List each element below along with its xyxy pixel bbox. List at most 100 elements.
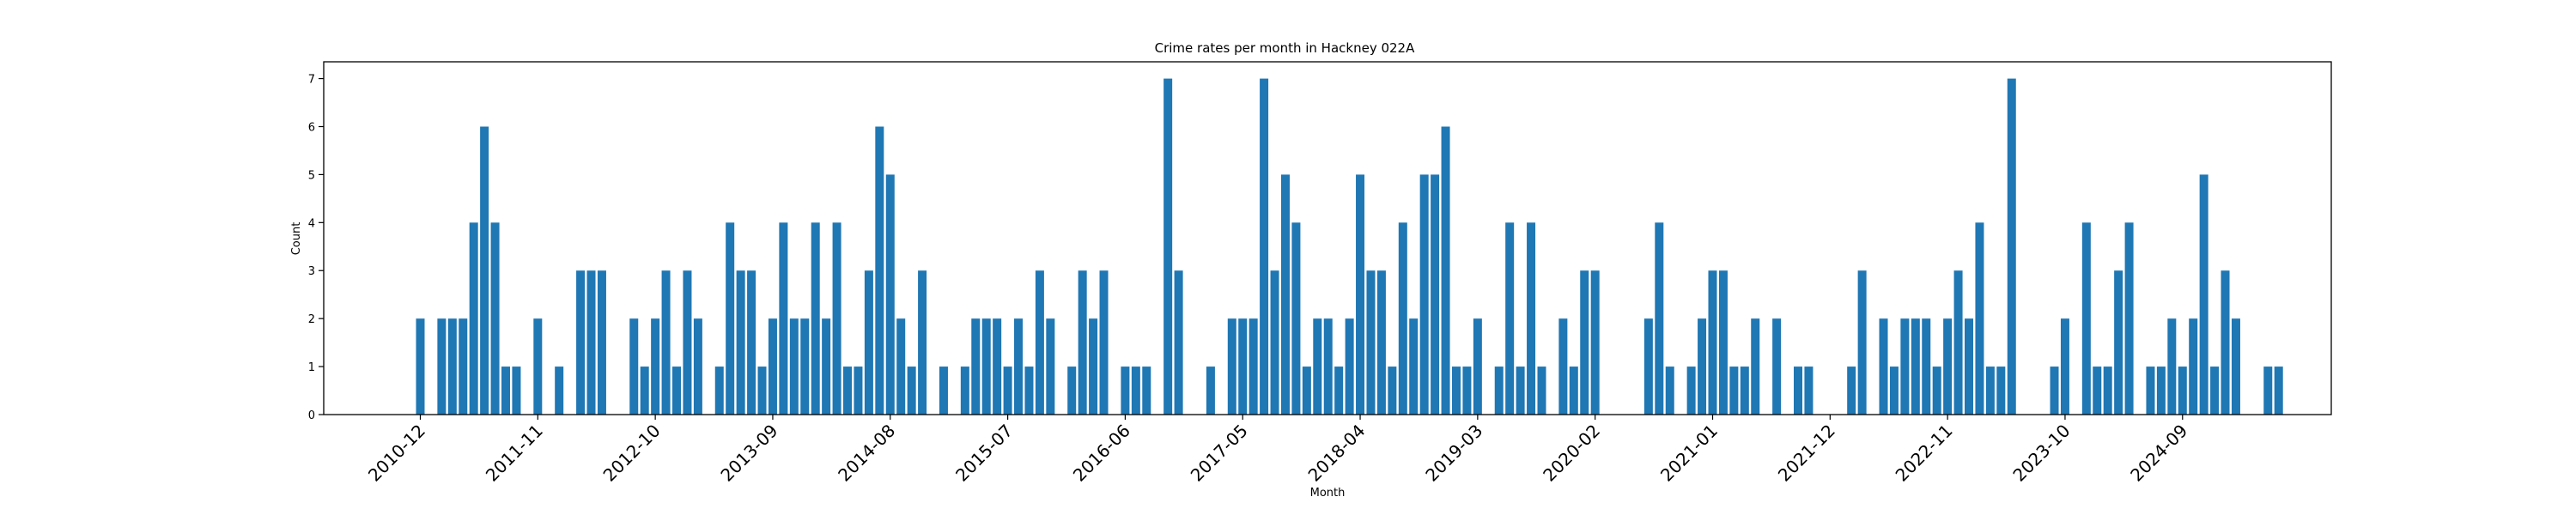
bar — [1206, 367, 1215, 415]
bar — [1441, 126, 1450, 415]
bar — [939, 367, 948, 415]
bar — [512, 367, 521, 415]
bar — [447, 318, 457, 415]
y-tick-label: 3 — [308, 265, 315, 278]
bar — [1985, 367, 1995, 415]
bar — [907, 367, 916, 415]
bar — [1804, 367, 1814, 415]
bar — [747, 270, 756, 415]
bar — [779, 222, 788, 415]
bar — [1857, 270, 1867, 415]
bar — [918, 270, 927, 415]
bar — [1975, 222, 1984, 415]
bar — [896, 318, 906, 415]
bar — [1996, 367, 2006, 415]
y-tick-label: 0 — [308, 409, 315, 422]
bar — [2146, 367, 2155, 415]
bar — [2093, 367, 2102, 415]
bar — [1558, 318, 1568, 415]
bar — [1473, 318, 1482, 415]
bar — [1643, 318, 1653, 415]
bar — [1911, 318, 1920, 415]
bar — [2199, 174, 2208, 415]
bar — [1302, 367, 1311, 415]
bar — [1163, 78, 1173, 415]
bar — [1580, 270, 1589, 415]
bar — [854, 367, 863, 415]
bar — [2263, 367, 2273, 415]
bar — [971, 318, 981, 415]
bar — [597, 270, 606, 415]
bar — [1889, 367, 1899, 415]
bar — [1227, 318, 1236, 415]
bar — [1270, 270, 1279, 415]
chart-title: Crime rates per month in Hackney 022A — [1155, 40, 1415, 56]
x-axis: 2010-12 2011-11 2012-10 2013-09 2014-08 2015-… — [364, 415, 2191, 486]
bar — [576, 270, 586, 415]
bar — [459, 318, 468, 415]
bars-group — [416, 78, 2283, 415]
bar — [993, 318, 1002, 415]
bar — [661, 270, 671, 415]
bar — [1772, 318, 1782, 415]
x-tick-label: 2018-04 — [1304, 421, 1370, 486]
bar — [2178, 367, 2187, 415]
bar — [1419, 174, 1429, 415]
x-axis-label: Month — [1310, 487, 1346, 500]
bar — [736, 270, 745, 415]
bar — [1067, 367, 1077, 415]
bar — [416, 318, 425, 415]
bar — [1462, 367, 1472, 415]
bar — [1708, 270, 1717, 415]
bar — [1003, 367, 1012, 415]
bar — [1751, 318, 1760, 415]
bar — [1655, 222, 1664, 415]
bar — [1121, 367, 1130, 415]
bar — [586, 270, 596, 415]
y-tick-label: 4 — [308, 217, 315, 230]
bar — [1527, 222, 1536, 415]
bar — [800, 318, 810, 415]
bar — [1569, 367, 1578, 415]
bar — [1388, 367, 1397, 415]
bar — [533, 318, 543, 415]
bar — [1794, 367, 1802, 415]
bar — [1142, 367, 1151, 415]
plot-frame — [323, 61, 2332, 415]
bar — [1431, 174, 1440, 415]
x-tick-label: 2014-08 — [834, 421, 899, 486]
bar — [651, 318, 660, 415]
bar — [1291, 222, 1301, 415]
bar — [2007, 78, 2016, 415]
bar — [2274, 367, 2283, 415]
y-tick-label: 6 — [308, 121, 315, 134]
bar — [629, 318, 639, 415]
bar — [555, 367, 564, 415]
bar — [693, 318, 702, 415]
bar — [480, 126, 489, 415]
x-tick-label: 2015-07 — [951, 421, 1017, 486]
x-tick-label: 2020-02 — [1539, 421, 1604, 486]
bar — [1238, 318, 1248, 415]
x-tick-label: 2012-10 — [599, 421, 665, 486]
x-tick-label: 2024-09 — [2126, 421, 2191, 486]
bar — [1313, 318, 1322, 415]
bar — [1922, 318, 1931, 415]
x-tick-label: 2021-12 — [1774, 421, 1839, 486]
bar — [960, 367, 969, 415]
bar — [1131, 367, 1140, 415]
y-tick-label: 7 — [308, 74, 315, 87]
x-tick-label: 2023-10 — [2008, 421, 2074, 486]
bar — [1035, 270, 1044, 415]
bar — [1505, 222, 1515, 415]
bar — [672, 367, 682, 415]
bar — [1686, 367, 1696, 415]
x-tick-label: 2019-03 — [1421, 421, 1486, 486]
bar — [1740, 367, 1749, 415]
bar — [1089, 318, 1098, 415]
bar — [885, 174, 895, 415]
bar — [1280, 174, 1290, 415]
bar — [1398, 222, 1407, 415]
bar — [2210, 367, 2220, 415]
